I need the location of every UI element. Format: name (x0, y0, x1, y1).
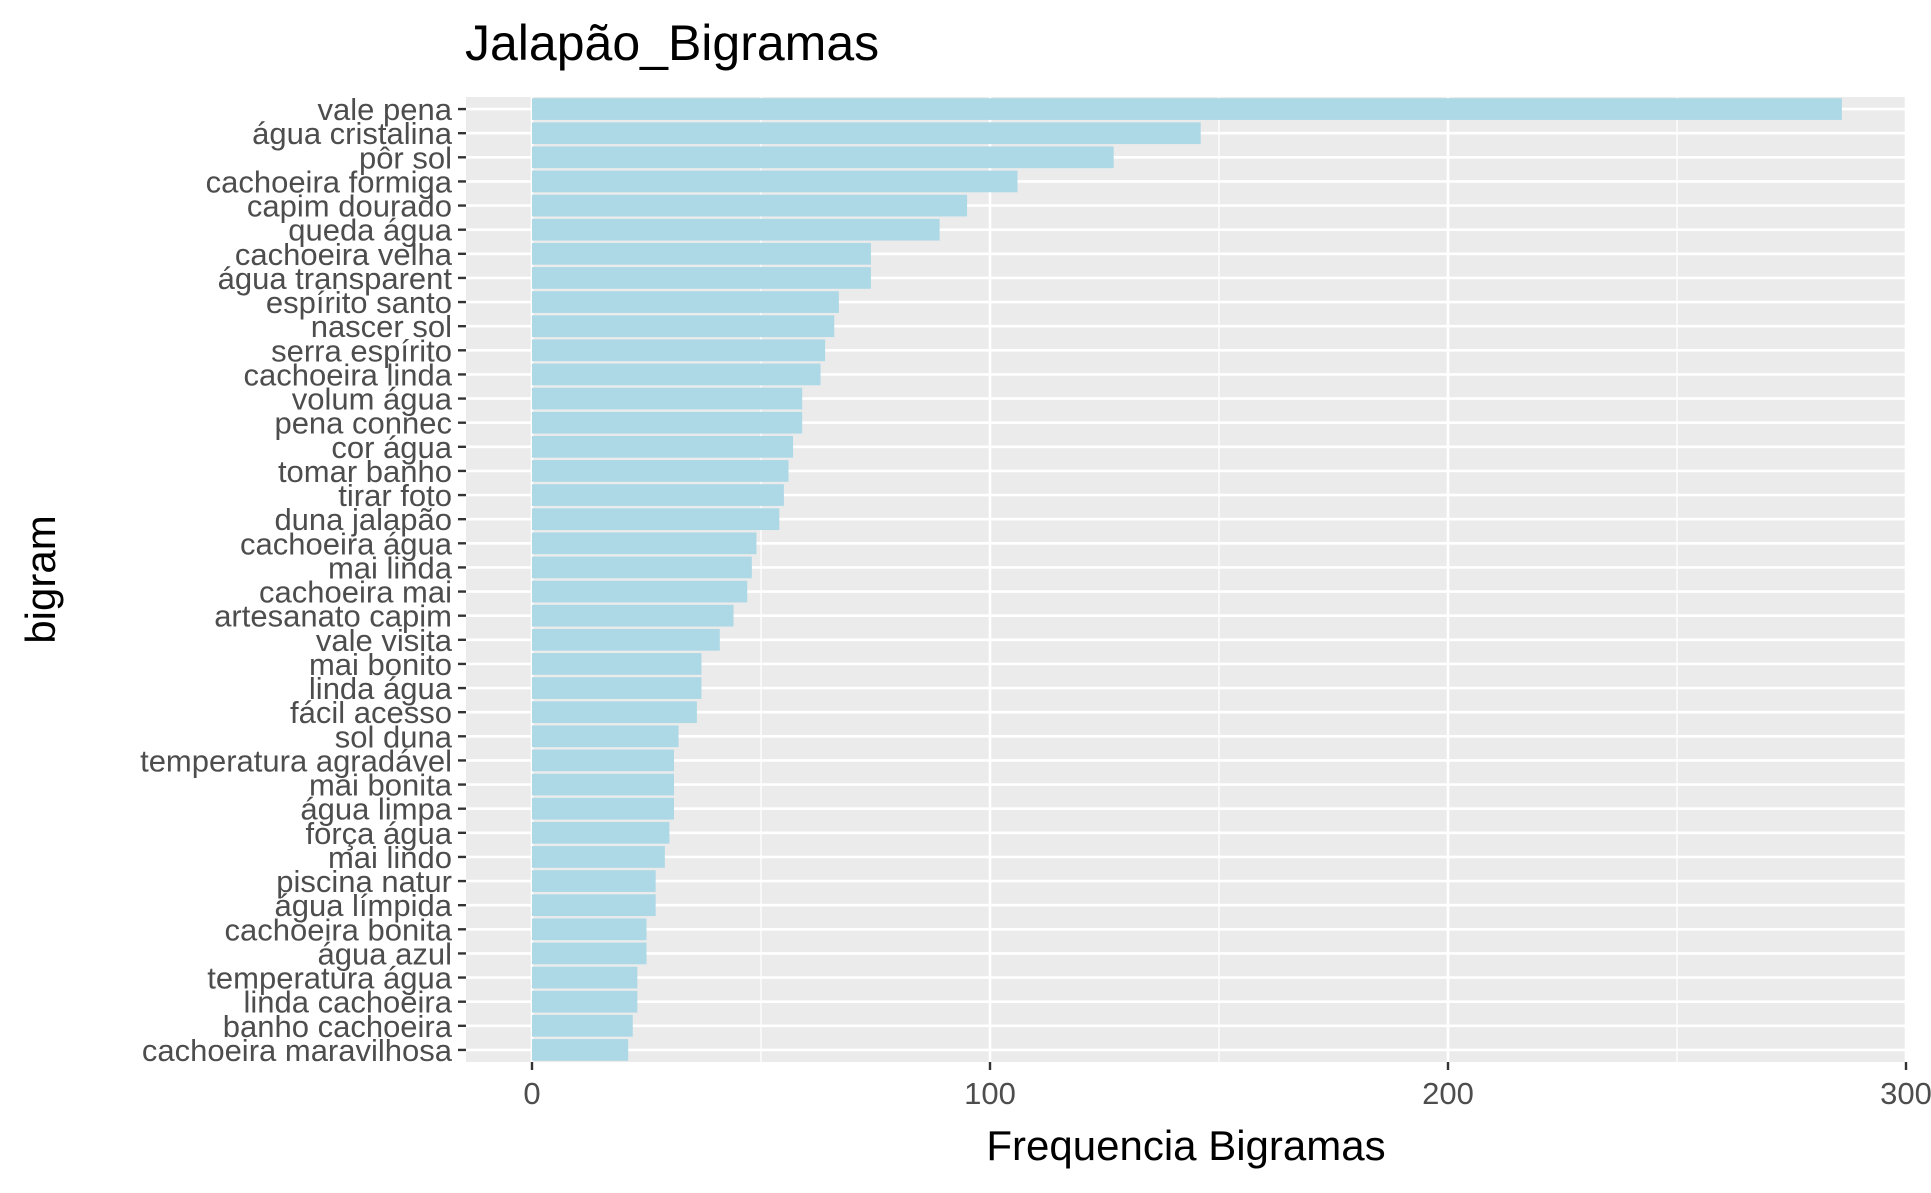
y-tick-label: cachoeira mai (259, 575, 452, 610)
bar (532, 604, 734, 627)
y-tick-label: duna jalapão (274, 502, 452, 537)
bar (532, 966, 638, 989)
bar (532, 411, 803, 434)
bar (532, 677, 702, 699)
bar (532, 170, 1018, 193)
y-tick-label: água cristalina (252, 116, 453, 151)
bar (532, 797, 674, 820)
y-tick-label: vale visita (316, 623, 453, 658)
y-tick-label: fácil acesso (290, 695, 452, 730)
y-tick-label: piscina natur (276, 864, 452, 899)
y-tick-label: serra espírito (271, 333, 452, 368)
y-tick-label: banho cachoeira (223, 1009, 453, 1044)
y-tick-label: linda água (309, 671, 453, 706)
bar (532, 242, 871, 265)
bar (532, 918, 647, 941)
x-tick-label: 100 (964, 1076, 1016, 1111)
bar (532, 580, 748, 603)
bar (532, 725, 679, 748)
y-tick-label: cachoeira bonita (225, 912, 453, 947)
y-tick-label: água limpa (300, 792, 452, 827)
bar (532, 508, 780, 531)
y-tick-label: capim dourado (247, 189, 452, 224)
y-tick-label: cachoeira linda (243, 357, 452, 392)
y-tick-label: tomar banho (278, 454, 452, 489)
bar (532, 556, 752, 579)
bar (532, 532, 757, 555)
bar (532, 1014, 633, 1037)
bar (532, 749, 674, 772)
y-tick-label: cachoeira formiga (206, 164, 453, 199)
y-tick-label: espírito santo (266, 285, 452, 320)
y-tick-label: artesanato capim (214, 599, 452, 634)
bar (532, 484, 784, 506)
chart-title: Jalapão_Bigramas (465, 15, 880, 71)
y-tick-label: cachoeira água (240, 526, 453, 561)
bar (532, 942, 647, 965)
y-tick-label: cachoeira maravilhosa (142, 1033, 453, 1068)
bar (532, 435, 794, 458)
y-tick-label: água azul (318, 936, 452, 971)
y-tick-label: mai bonita (309, 768, 453, 803)
y-tick-label: cor água (331, 430, 452, 465)
y-tick-label: sol duna (335, 719, 453, 754)
bar (532, 821, 670, 844)
y-tick-label: vale pena (318, 92, 453, 127)
y-tick-label: nascer sol (311, 309, 452, 344)
bar (532, 315, 835, 338)
y-tick-label: cachoeira velha (235, 237, 453, 272)
y-tick-label: temperatura agradável (140, 743, 452, 778)
bar (532, 291, 839, 313)
bar (532, 701, 697, 724)
bar (532, 146, 1114, 169)
x-tick-label: 0 (523, 1076, 540, 1111)
bar (532, 773, 674, 796)
bar (532, 267, 871, 289)
bar (532, 363, 821, 386)
y-tick-label: temperatura água (207, 961, 452, 996)
bars (532, 98, 1842, 1061)
y-tick-label: linda cachoeira (243, 985, 452, 1020)
x-tick-label: 300 (1880, 1076, 1931, 1111)
bar (532, 628, 720, 651)
y-tick-label: volum água (292, 382, 453, 417)
y-tick-label: água transparent (218, 261, 453, 296)
bar (532, 387, 803, 410)
y-axis-title: bigram (17, 515, 64, 643)
x-axis: 0 100 200 300 (523, 1062, 1931, 1111)
x-axis-title: Frequencia Bigramas (986, 1122, 1385, 1169)
bar (532, 218, 940, 241)
y-tick-label: água límpida (274, 888, 452, 923)
bar (532, 1039, 629, 1061)
y-tick-label: mai lindo (328, 840, 452, 875)
bar (532, 894, 656, 917)
y-tick-label: tirar foto (338, 478, 452, 513)
bar (532, 122, 1201, 145)
x-tick-label: 200 (1422, 1076, 1474, 1111)
bar (532, 990, 638, 1013)
bar (532, 98, 1842, 120)
y-tick-label: pôr sol (359, 140, 452, 175)
y-tick-label: queda água (288, 213, 453, 248)
bar (532, 460, 789, 482)
bar (532, 846, 665, 868)
y-tick-label: força água (306, 816, 453, 851)
plot-panel (466, 97, 1906, 1062)
y-tick-label: mai linda (328, 550, 453, 585)
y-tick-label: mai bonito (309, 647, 452, 682)
bar (532, 194, 968, 217)
y-tick-label: pena connec (274, 406, 452, 441)
bar (532, 339, 826, 362)
bar (532, 653, 702, 675)
bar (532, 870, 656, 892)
